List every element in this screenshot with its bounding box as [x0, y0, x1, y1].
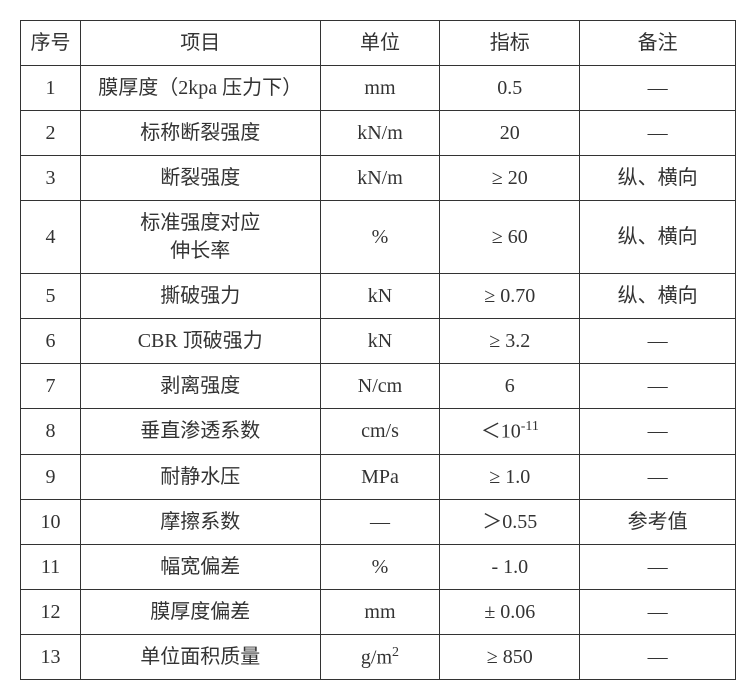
cell-item: 单位面积质量	[80, 634, 320, 680]
cell-seq: 6	[21, 319, 81, 364]
cell-seq: 10	[21, 499, 81, 544]
table-body: 1膜厚度（2kpa 压力下）mm0.5—2标称断裂强度kN/m20—3断裂强度k…	[21, 66, 736, 680]
header-item: 项目	[80, 21, 320, 66]
cell-index: ＜10-11	[440, 409, 580, 455]
cell-index: ≥ 20	[440, 156, 580, 201]
cell-seq: 13	[21, 634, 81, 680]
header-index: 指标	[440, 21, 580, 66]
cell-unit: kN/m	[320, 156, 440, 201]
cell-index: ≥ 0.70	[440, 274, 580, 319]
cell-item: 耐静水压	[80, 454, 320, 499]
cell-index: ≥ 1.0	[440, 454, 580, 499]
cell-seq: 5	[21, 274, 81, 319]
spec-table: 序号 项目 单位 指标 备注 1膜厚度（2kpa 压力下）mm0.5—2标称断裂…	[20, 20, 736, 680]
table-row: 11幅宽偏差%- 1.0—	[21, 544, 736, 589]
table-row: 9耐静水压MPa≥ 1.0—	[21, 454, 736, 499]
cell-unit: g/m2	[320, 634, 440, 680]
cell-item: 垂直渗透系数	[80, 409, 320, 455]
cell-unit: MPa	[320, 454, 440, 499]
cell-index: - 1.0	[440, 544, 580, 589]
table-row: 6CBR 顶破强力kN≥ 3.2—	[21, 319, 736, 364]
cell-note: —	[580, 544, 736, 589]
cell-index: ＞0.55	[440, 499, 580, 544]
cell-index: ± 0.06	[440, 589, 580, 634]
cell-unit: kN	[320, 319, 440, 364]
cell-note: 纵、横向	[580, 274, 736, 319]
cell-item: CBR 顶破强力	[80, 319, 320, 364]
cell-note: —	[580, 409, 736, 455]
cell-index: 20	[440, 111, 580, 156]
cell-item: 标称断裂强度	[80, 111, 320, 156]
cell-index: 0.5	[440, 66, 580, 111]
cell-seq: 4	[21, 201, 81, 274]
cell-seq: 7	[21, 364, 81, 409]
cell-unit: N/cm	[320, 364, 440, 409]
cell-item: 剥离强度	[80, 364, 320, 409]
table-row: 8垂直渗透系数cm/s＜10-11—	[21, 409, 736, 455]
cell-note: —	[580, 364, 736, 409]
cell-index: ≥ 3.2	[440, 319, 580, 364]
cell-unit: cm/s	[320, 409, 440, 455]
table-row: 5撕破强力kN≥ 0.70纵、横向	[21, 274, 736, 319]
cell-seq: 11	[21, 544, 81, 589]
cell-unit: %	[320, 544, 440, 589]
table-row: 10摩擦系数—＞0.55参考值	[21, 499, 736, 544]
cell-note: 纵、横向	[580, 156, 736, 201]
cell-seq: 1	[21, 66, 81, 111]
table-row: 3断裂强度kN/m≥ 20纵、横向	[21, 156, 736, 201]
cell-index: 6	[440, 364, 580, 409]
header-seq: 序号	[21, 21, 81, 66]
header-unit: 单位	[320, 21, 440, 66]
cell-unit: kN/m	[320, 111, 440, 156]
cell-seq: 2	[21, 111, 81, 156]
cell-note: —	[580, 66, 736, 111]
cell-unit: kN	[320, 274, 440, 319]
header-note: 备注	[580, 21, 736, 66]
cell-item: 标准强度对应伸长率	[80, 201, 320, 274]
cell-item: 幅宽偏差	[80, 544, 320, 589]
cell-seq: 12	[21, 589, 81, 634]
cell-index: ≥ 60	[440, 201, 580, 274]
cell-unit: mm	[320, 66, 440, 111]
table-row: 4标准强度对应伸长率%≥ 60纵、横向	[21, 201, 736, 274]
cell-seq: 9	[21, 454, 81, 499]
cell-unit: mm	[320, 589, 440, 634]
cell-seq: 3	[21, 156, 81, 201]
cell-note: —	[580, 589, 736, 634]
table-row: 7剥离强度N/cm6—	[21, 364, 736, 409]
table-row: 12膜厚度偏差mm± 0.06—	[21, 589, 736, 634]
table-header-row: 序号 项目 单位 指标 备注	[21, 21, 736, 66]
cell-note: 参考值	[580, 499, 736, 544]
table-row: 1膜厚度（2kpa 压力下）mm0.5—	[21, 66, 736, 111]
cell-item: 膜厚度（2kpa 压力下）	[80, 66, 320, 111]
cell-item: 断裂强度	[80, 156, 320, 201]
cell-index: ≥ 850	[440, 634, 580, 680]
cell-seq: 8	[21, 409, 81, 455]
cell-unit: —	[320, 499, 440, 544]
cell-note: —	[580, 454, 736, 499]
cell-note: —	[580, 319, 736, 364]
cell-note: 纵、横向	[580, 201, 736, 274]
cell-note: —	[580, 111, 736, 156]
cell-note: —	[580, 634, 736, 680]
cell-item: 摩擦系数	[80, 499, 320, 544]
cell-item: 膜厚度偏差	[80, 589, 320, 634]
cell-item: 撕破强力	[80, 274, 320, 319]
cell-unit: %	[320, 201, 440, 274]
table-row: 2标称断裂强度kN/m20—	[21, 111, 736, 156]
table-row: 13单位面积质量g/m2≥ 850—	[21, 634, 736, 680]
